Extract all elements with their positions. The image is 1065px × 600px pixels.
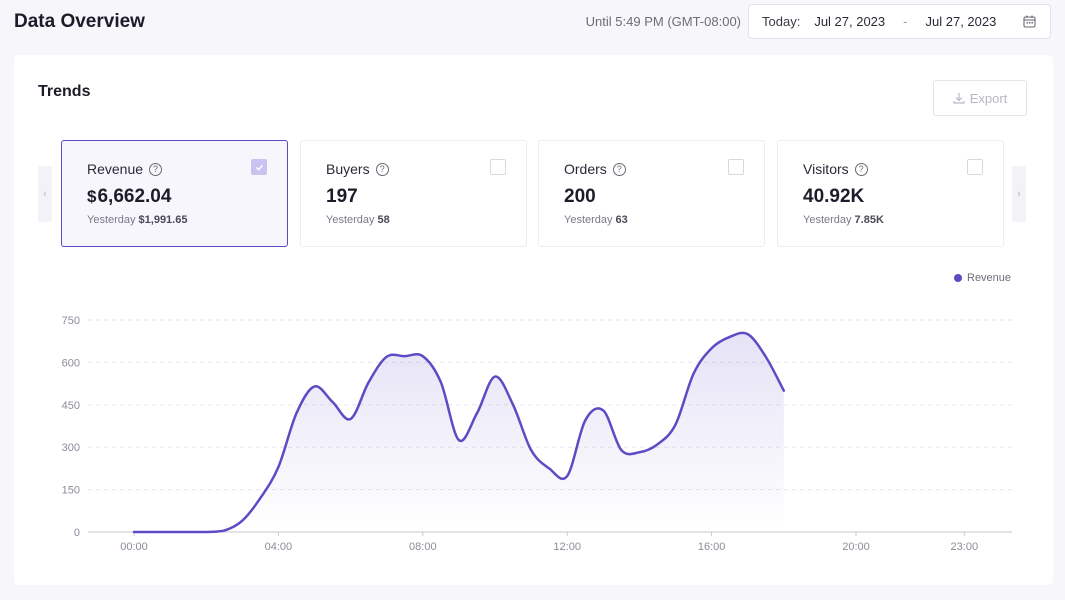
help-icon[interactable]: ?	[854, 162, 868, 176]
metric-value-number: 200	[564, 186, 596, 207]
y-tick-label: 600	[62, 357, 80, 369]
help-icon[interactable]: ?	[375, 162, 389, 176]
y-tick-label: 750	[62, 315, 80, 327]
yesterday-value: $1,991.65	[138, 214, 188, 226]
date-range-picker[interactable]: Today: Jul 27, 2023 - Jul 27, 2023	[748, 4, 1051, 39]
legend-label: Revenue	[967, 272, 1012, 284]
x-tick-label: 16:00	[698, 541, 726, 553]
trends-title: Trends	[38, 83, 91, 100]
x-tick-label: 08:00	[409, 541, 437, 553]
x-tick-label: 23:00	[951, 541, 979, 553]
metric-label: Buyers	[326, 161, 370, 177]
metric-value: 40.92K	[803, 186, 864, 208]
metric-checkbox[interactable]	[967, 159, 983, 175]
y-tick-label: 450	[62, 400, 80, 412]
yesterday-label: Yesterday	[564, 214, 613, 226]
yesterday-value: 7.85K	[854, 214, 884, 226]
check-icon	[255, 164, 263, 171]
y-tick-label: 150	[62, 485, 80, 497]
y-tick-label: 0	[74, 527, 80, 539]
series-area	[134, 332, 784, 532]
page-title: Data Overview	[14, 11, 145, 32]
metric-checkbox[interactable]	[490, 159, 506, 175]
update-time: Until 5:49 PM (GMT-08:00)	[585, 14, 741, 29]
x-tick-label: 00:00	[120, 541, 148, 553]
x-tick-label: 12:00	[553, 541, 581, 553]
metric-card-revenue[interactable]: Revenue? $6,662.04 Yesterday $1,991.65	[61, 140, 288, 247]
yesterday-label: Yesterday	[326, 214, 375, 226]
metric-checkbox[interactable]	[728, 159, 744, 175]
metric-value-number: 6,662.04	[97, 186, 172, 207]
currency-symbol: $	[87, 187, 97, 206]
date-to[interactable]: Jul 27, 2023	[925, 14, 997, 29]
chevron-right-icon: ›	[1017, 188, 1021, 200]
metric-label: Orders	[564, 161, 607, 177]
metric-value: 197	[326, 186, 358, 208]
yesterday-label: Yesterday	[803, 214, 852, 226]
metric-yesterday: Yesterday 63	[564, 214, 628, 226]
calendar-icon[interactable]	[1023, 15, 1036, 28]
x-tick-label: 20:00	[842, 541, 870, 553]
y-tick-label: 300	[62, 442, 80, 454]
metric-value: $6,662.04	[87, 186, 171, 208]
metric-checkbox[interactable]	[251, 159, 267, 175]
legend-dot	[954, 274, 962, 282]
date-separator: -	[903, 14, 908, 29]
metric-value-number: 40.92K	[803, 186, 865, 207]
date-from[interactable]: Jul 27, 2023	[814, 14, 886, 29]
metric-card-visitors[interactable]: Visitors? 40.92K Yesterday 7.85K	[777, 140, 1004, 247]
metric-card-orders[interactable]: Orders? 200 Yesterday 63	[538, 140, 765, 247]
date-label: Today:	[762, 14, 801, 29]
metric-yesterday: Yesterday $1,991.65	[87, 214, 187, 226]
yesterday-value: 63	[615, 214, 628, 226]
chart-legend[interactable]: Revenue	[954, 272, 1011, 284]
help-icon[interactable]: ?	[149, 162, 163, 176]
carousel-prev-button[interactable]: ‹	[38, 166, 52, 222]
export-button[interactable]: Export	[933, 80, 1027, 116]
metric-card-buyers[interactable]: Buyers? 197 Yesterday 58	[300, 140, 527, 247]
help-icon[interactable]: ?	[612, 162, 626, 176]
x-tick-label: 04:00	[265, 541, 293, 553]
export-label: Export	[969, 90, 1008, 106]
download-icon	[953, 93, 965, 104]
metric-yesterday: Yesterday 7.85K	[803, 214, 884, 226]
series-line	[132, 331, 786, 534]
carousel-next-button[interactable]: ›	[1012, 166, 1026, 222]
metric-label: Visitors	[803, 161, 849, 177]
yesterday-value: 58	[377, 214, 390, 226]
yesterday-label: Yesterday	[87, 214, 136, 226]
metric-label: Revenue	[87, 161, 144, 177]
metric-value-number: 197	[326, 186, 358, 207]
chevron-left-icon: ‹	[43, 188, 47, 200]
metric-value: 200	[564, 186, 596, 208]
metric-yesterday: Yesterday 58	[326, 214, 390, 226]
